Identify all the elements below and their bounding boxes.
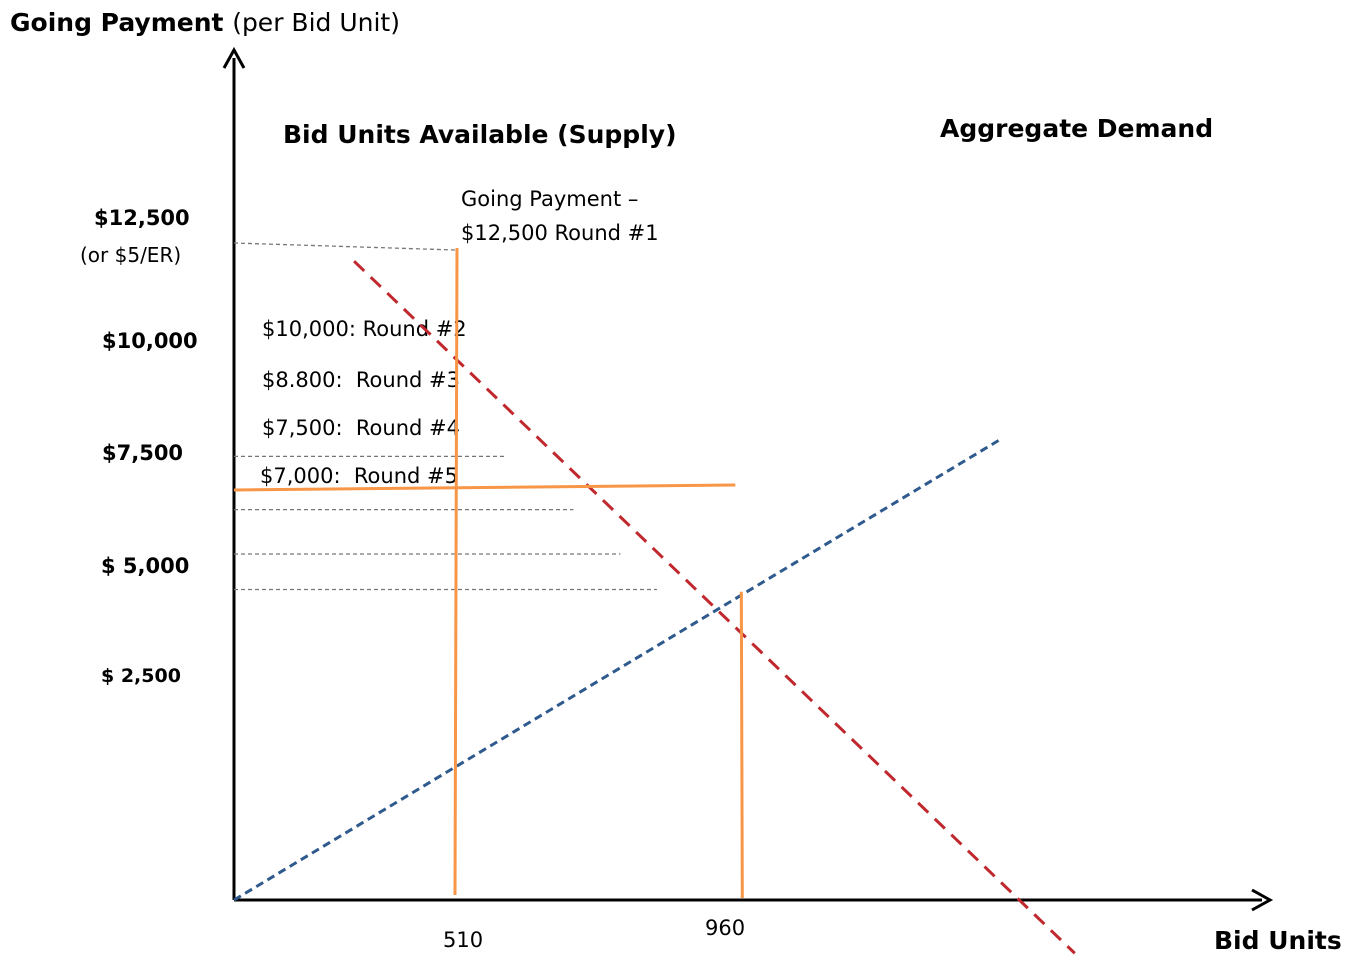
series-label-demand: Aggregate Demand — [940, 114, 1214, 143]
x-tick-510: 510 — [443, 928, 484, 952]
final-payment-line — [233, 483, 736, 492]
demand-line — [233, 437, 1003, 902]
series-label-supply: Bid Units Available (Supply) — [283, 120, 677, 149]
round1-label-line2: $12,500 Round #1 — [461, 221, 659, 245]
y-axis-title: Going Payment (per Bid Unit) — [10, 10, 400, 35]
y-tick-10000: $10,000 — [102, 329, 198, 353]
round1-quantity-line — [453, 247, 459, 896]
supply-line — [353, 260, 1076, 955]
y-tick-5000: $ 5,000 — [101, 554, 190, 578]
x-axis-title: Bid Units — [1214, 926, 1342, 955]
round3-label: $8.800: Round #3 — [262, 368, 460, 392]
round4-label: $7,500: Round #4 — [262, 416, 460, 440]
x-axis-arrow — [1251, 888, 1274, 912]
y-axis-title-bold: Going Payment — [10, 8, 224, 37]
y-axis-arrow — [222, 46, 246, 69]
y-tick-12500-note: (or $5/ER) — [80, 243, 182, 267]
y-tick-12500: $12,500 — [94, 206, 190, 230]
round5-label: $7,000: Round #5 — [260, 464, 458, 488]
round1-guide-line — [233, 242, 456, 251]
x-tick-960: 960 — [705, 916, 746, 940]
round1-label-line1: Going Payment – — [461, 187, 639, 211]
y-tick-2500: $ 2,500 — [101, 665, 181, 687]
round2-label: $10,000: Round #2 — [262, 317, 467, 341]
y-tick-7500: $7,500 — [102, 441, 184, 465]
final-quantity-line — [739, 591, 744, 899]
y-axis-title-rest: (per Bid Unit) — [232, 8, 400, 37]
